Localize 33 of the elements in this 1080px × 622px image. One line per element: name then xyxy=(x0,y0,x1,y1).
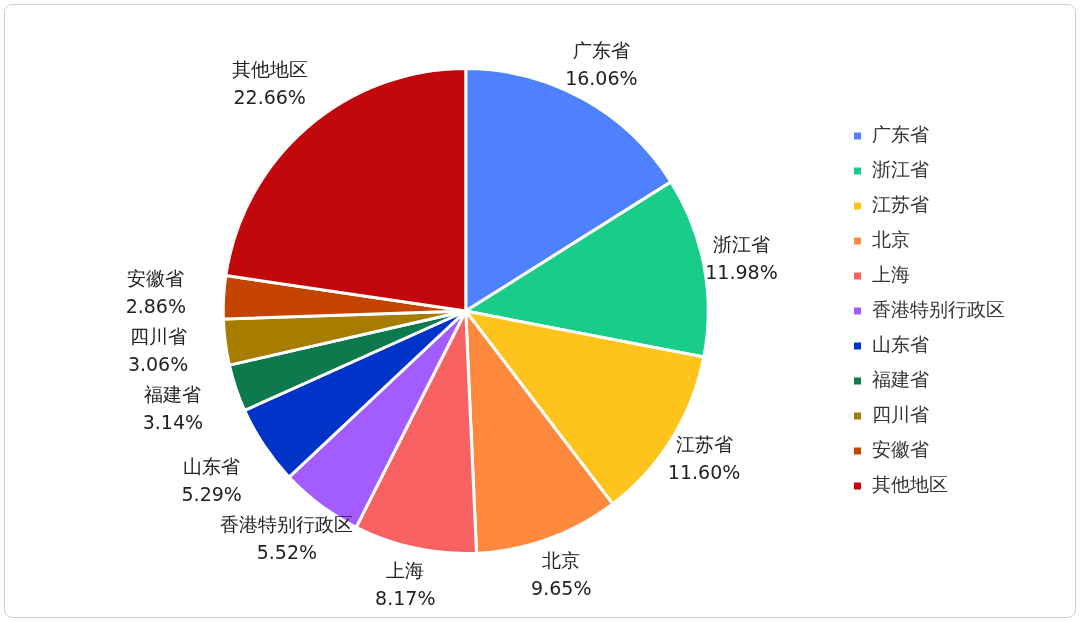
slice-label: 浙江省 xyxy=(712,233,770,256)
data-label: 22.66% xyxy=(233,85,306,108)
legend-label: 广东省 xyxy=(872,122,929,145)
data-label: 11.98% xyxy=(705,261,778,284)
legend-label: 安徽省 xyxy=(872,437,929,460)
legend-label: 其他地区 xyxy=(872,472,948,495)
legend-label: 北京 xyxy=(872,227,910,250)
legend-label: 福建省 xyxy=(872,367,929,390)
slice-label: 香港特别行政区 xyxy=(220,512,354,535)
data-label: 16.06% xyxy=(565,67,638,90)
slice-label: 四川省 xyxy=(129,324,187,347)
slice-label: 江苏省 xyxy=(675,432,733,455)
data-label: 3.14% xyxy=(142,411,204,434)
data-label: 3.06% xyxy=(127,352,189,375)
legend-label: 四川省 xyxy=(872,402,929,425)
data-label: 8.17% xyxy=(375,586,436,609)
slice-label: 广东省 xyxy=(572,39,630,62)
data-label: 11.60% xyxy=(667,460,741,483)
legend-label: 江苏省 xyxy=(872,192,929,215)
slice-label: 福建省 xyxy=(144,383,202,406)
slice-label: 其他地区 xyxy=(231,57,308,80)
legend-label: 山东省 xyxy=(872,332,929,355)
data-label: 5.52% xyxy=(256,540,318,563)
data-label: 5.29% xyxy=(181,482,242,505)
legend-label: 香港特别行政区 xyxy=(872,297,1005,320)
legend-label: 上海 xyxy=(872,262,910,285)
slice-label: 北京 xyxy=(542,548,581,571)
data-label: 9.65% xyxy=(531,576,592,599)
slice-label: 上海 xyxy=(386,558,425,581)
data-label: 2.86% xyxy=(125,295,186,318)
slice-label: 山东省 xyxy=(183,454,241,477)
legend-label: 浙江省 xyxy=(872,157,929,180)
slice-label: 安徽省 xyxy=(127,267,185,290)
